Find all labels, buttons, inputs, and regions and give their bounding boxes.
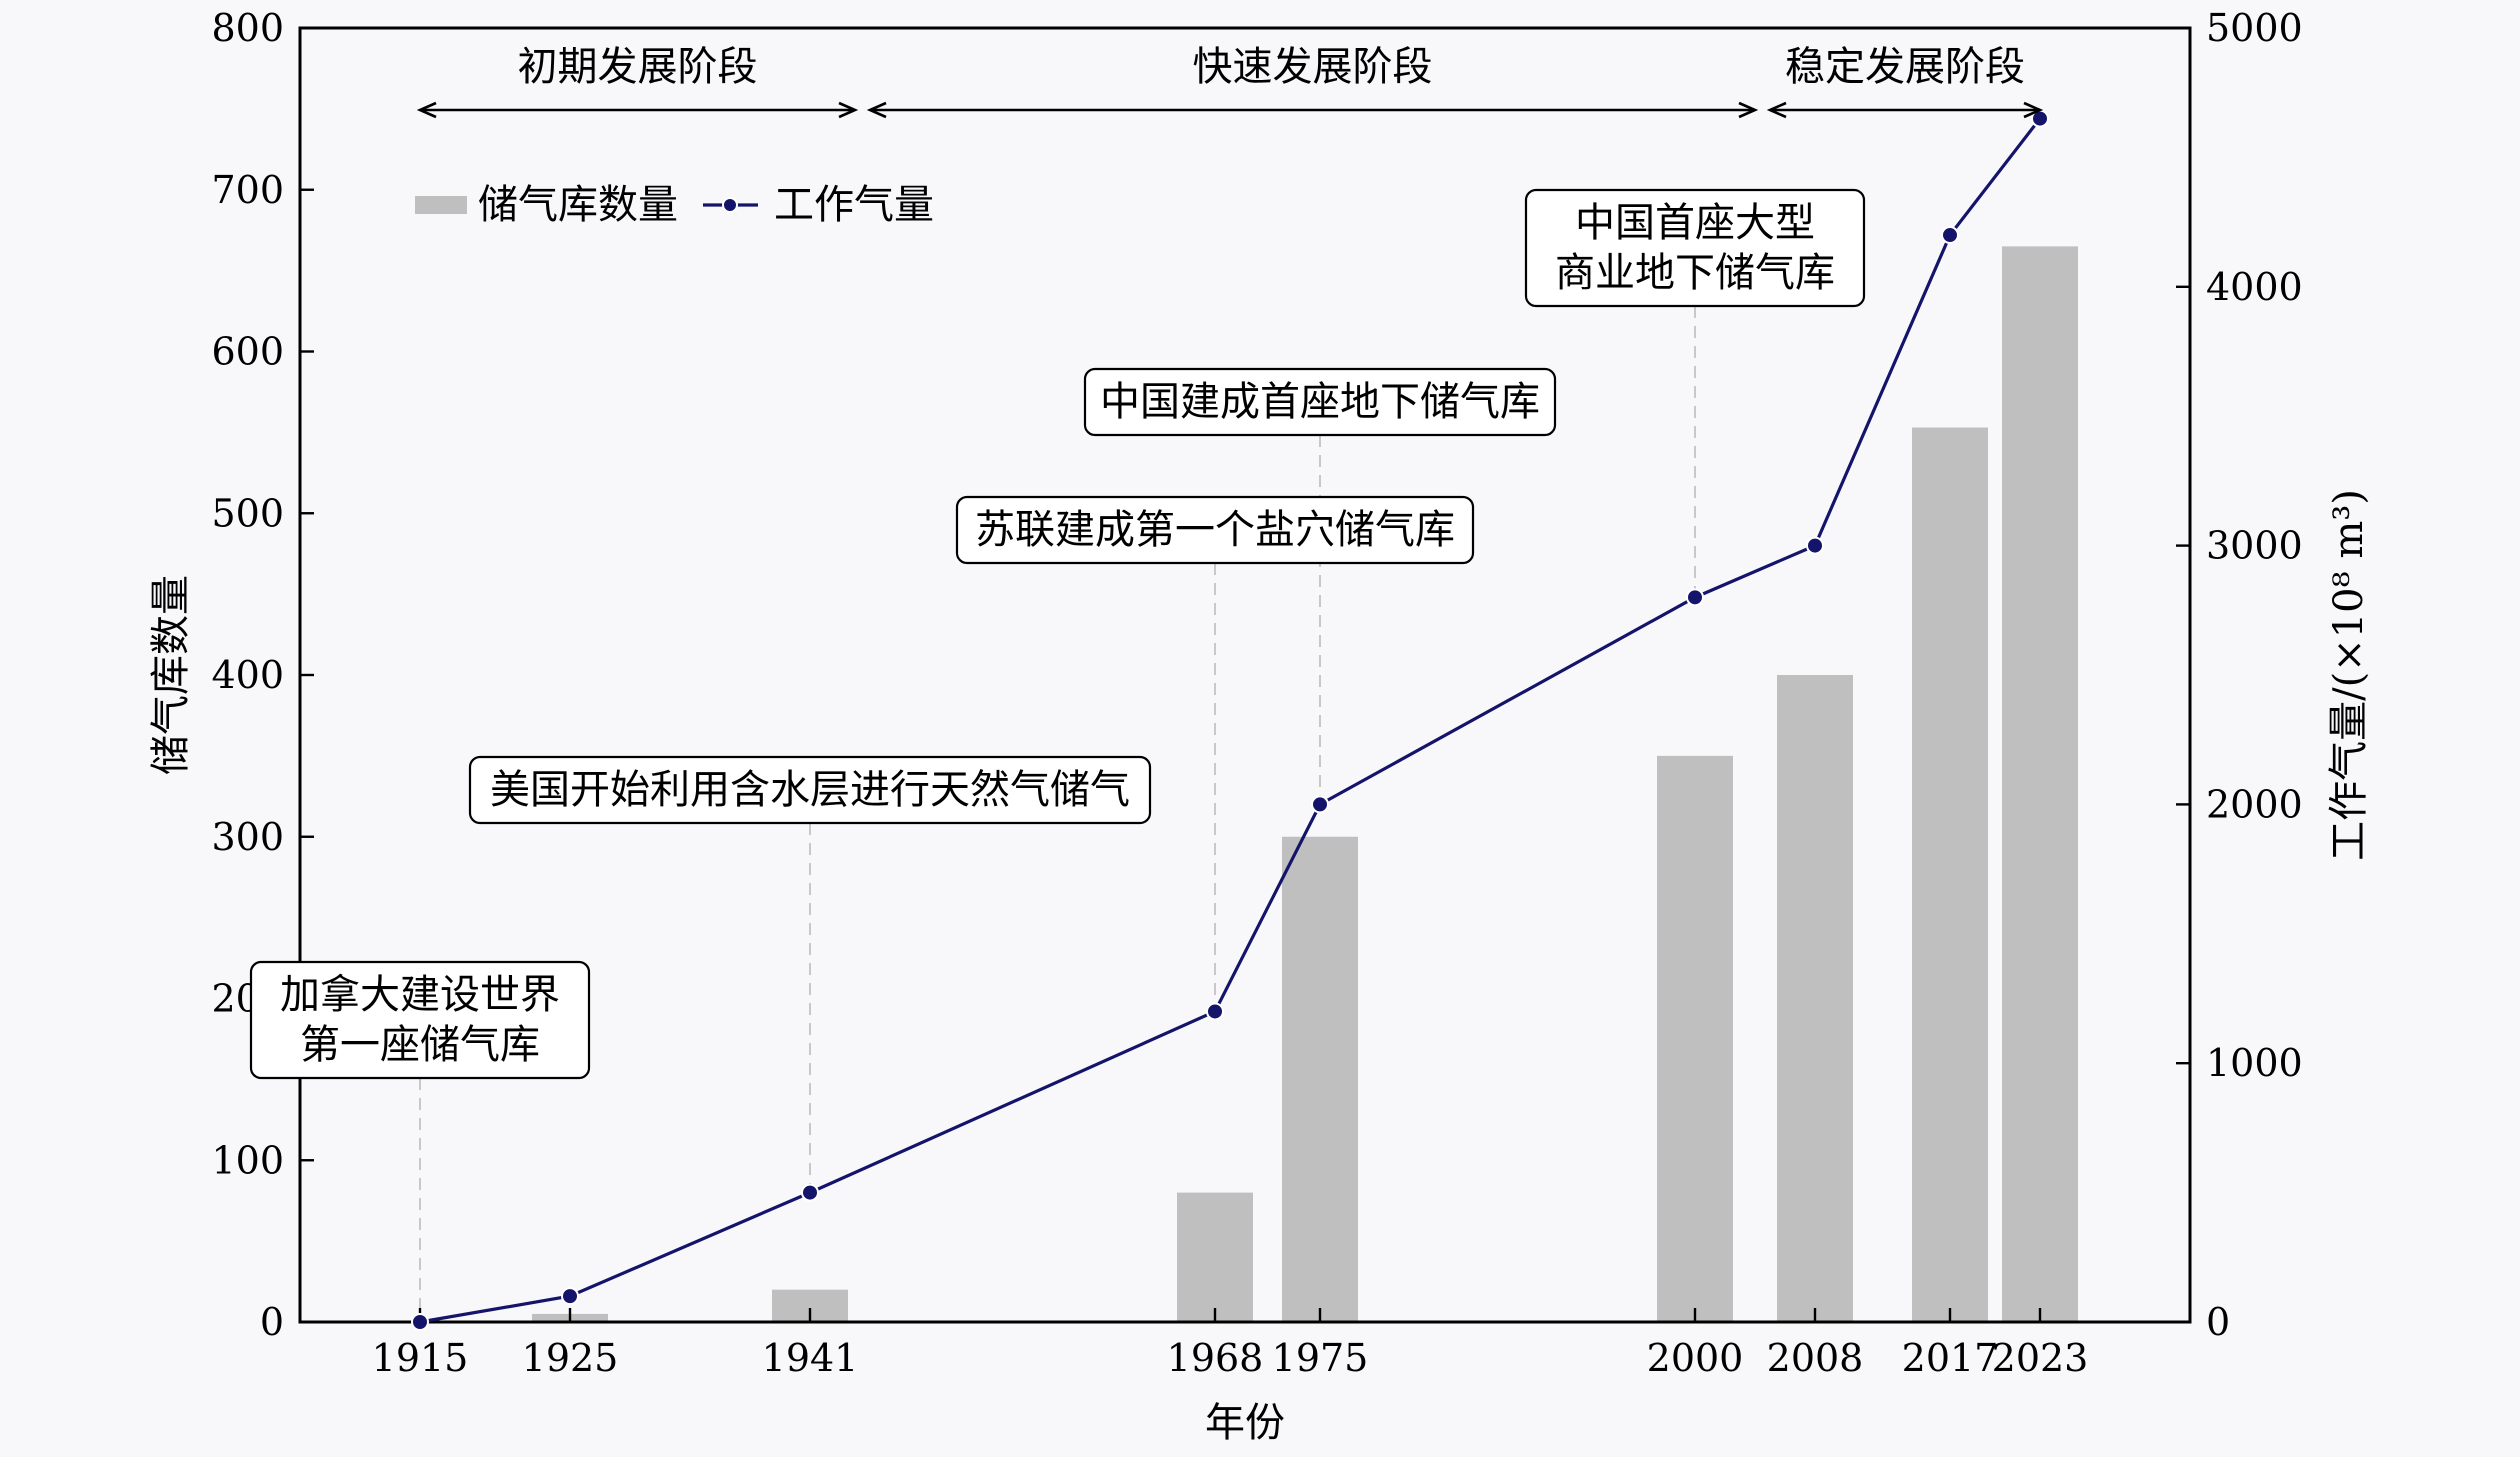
y-left-tick-label: 0 <box>260 1300 284 1344</box>
bar-2017 <box>1912 427 1988 1323</box>
annotation-text-3-0: 中国建成首座地下储气库 <box>1100 379 1540 425</box>
phase-arrowhead-left-2 <box>1766 101 1787 119</box>
y-right-tick-label: 0 <box>2206 1300 2230 1344</box>
phase-arrowhead-right-0 <box>838 101 859 119</box>
annotation-box-0 <box>249 960 591 1080</box>
y-left-tick-label: 800 <box>211 6 284 50</box>
annotation-text-4-0: 中国首座大型 <box>1575 200 1815 246</box>
phase-arrowhead-right-1 <box>1738 101 1759 119</box>
annotation-text-0-1: 第一座储气库 <box>300 1022 540 1068</box>
phase-label-2: 稳定发展阶段 <box>1785 44 2025 90</box>
phase-arrowhead-right-2 <box>2023 101 2044 119</box>
annotation-box-4 <box>1524 188 1866 308</box>
annotation-box-2 <box>955 495 1475 565</box>
x-tick-label-2023: 2023 <box>1992 1336 2089 1380</box>
annotation-box-3 <box>1083 367 1557 437</box>
x-tick-label-1941: 1941 <box>762 1336 859 1380</box>
phase-label-1: 快速发展阶段 <box>1193 44 1433 90</box>
phase-arrowhead-left-1 <box>866 101 887 119</box>
y-left-tick-label: 700 <box>211 168 284 212</box>
phase-arrowhead-left-0 <box>416 101 437 119</box>
annotation-text-1-0: 美国开始利用含水层进行天然气储气 <box>490 767 1130 813</box>
y-left-tick-label: 400 <box>211 653 284 697</box>
y-left-tick-label: 600 <box>211 330 284 374</box>
line-point-1968 <box>1206 1002 1224 1021</box>
y-left-tick-label: 500 <box>211 491 284 535</box>
bar-1968 <box>1177 1192 1253 1322</box>
annotation-text-0-0: 加拿大建设世界 <box>280 972 560 1018</box>
bars-layer <box>532 246 2078 1323</box>
right-axis: 0 1000 2000 3000 4000 5000 <box>2176 6 2303 1344</box>
phase-arrows: 初期发展阶段 快速发展阶段 稳定发展阶段 <box>416 44 2044 119</box>
x-tick-label-2000: 2000 <box>1647 1336 1744 1380</box>
y-right-tick-label: 5000 <box>2206 6 2303 50</box>
legend: 储气库数量 工作气量 <box>415 182 934 228</box>
x-tick-label-1975: 1975 <box>1272 1336 1369 1380</box>
x-axis-title: 年份 <box>1205 1400 1285 1446</box>
legend-line-marker <box>722 197 738 213</box>
y-axis-right-title: 工作气量/(×10⁸ m³) <box>2326 489 2372 861</box>
line-point-1925 <box>561 1287 579 1306</box>
x-tick-label-2008: 2008 <box>1767 1336 1864 1380</box>
x-tick-label-1925: 1925 <box>522 1336 619 1380</box>
line-point-2000 <box>1686 588 1704 607</box>
x-tick-label-2017: 2017 <box>1902 1336 1999 1380</box>
line-point-1941 <box>801 1183 819 1202</box>
line-point-2017 <box>1941 226 1959 245</box>
legend-bar-label: 储气库数量 <box>478 182 678 228</box>
y-right-tick-label: 2000 <box>2206 782 2303 826</box>
x-tick-label-1915: 1915 <box>372 1336 469 1380</box>
line-point-1975 <box>1311 795 1329 814</box>
legend-line-label: 工作气量 <box>774 182 934 228</box>
phase-label-0: 初期发展阶段 <box>518 44 758 90</box>
annotation-text-2-0: 苏联建成第一个盐穴储气库 <box>975 507 1455 553</box>
legend-bar-swatch <box>415 196 467 214</box>
y-left-tick-label: 300 <box>211 815 284 859</box>
bar-2023 <box>2002 246 2078 1322</box>
bar-2008 <box>1777 675 1853 1322</box>
y-right-tick-label: 4000 <box>2206 265 2303 309</box>
y-right-tick-label: 1000 <box>2206 1041 2303 1085</box>
x-tick-label-1968: 1968 <box>1167 1336 1264 1380</box>
bar-1975 <box>1282 836 1358 1322</box>
y-right-tick-label: 3000 <box>2206 524 2303 568</box>
leader-lines-layer <box>419 306 1696 1322</box>
y-axis-left-title: 储气库数量 <box>148 575 194 775</box>
line-point-1915 <box>411 1313 429 1331</box>
annotation-box-1 <box>468 755 1152 825</box>
y-left-tick-label: 100 <box>211 1138 284 1182</box>
bar-2000 <box>1657 755 1733 1322</box>
line-point-2008 <box>1806 536 1824 555</box>
annotation-text-4-1: 商业地下储气库 <box>1555 250 1835 296</box>
